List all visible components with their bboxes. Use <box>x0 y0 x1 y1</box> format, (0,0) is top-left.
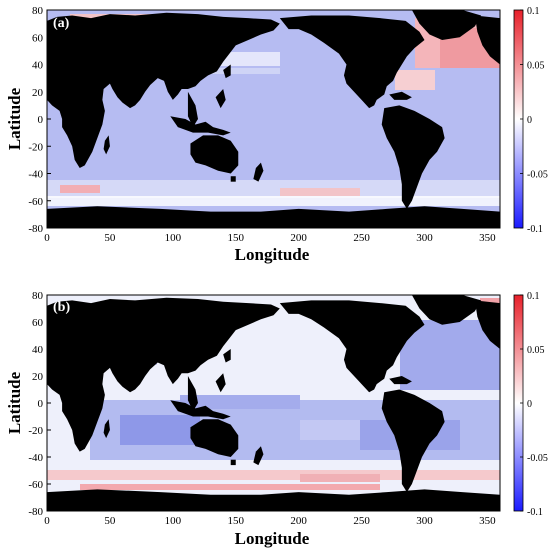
y-tick-label: -40 <box>28 169 43 181</box>
y-tick-label: 40 <box>32 60 44 72</box>
colorbar-tick-label: -0.1 <box>527 224 543 235</box>
x-tick-label: 100 <box>165 232 182 244</box>
colorbar-tick-label: -0.05 <box>527 170 548 181</box>
y-tick-label: -60 <box>28 196 43 208</box>
x-tick-label: 300 <box>416 515 433 527</box>
x-tick-label: 350 <box>479 515 496 527</box>
colorbar-tick-label: 0.1 <box>527 6 540 17</box>
y-tick-label: 0 <box>38 398 44 410</box>
x-tick-label: 200 <box>290 515 307 527</box>
y-tick-label: 60 <box>32 317 44 329</box>
y-tick-label: 80 <box>32 5 44 17</box>
colorbar-tick-label: 0.05 <box>527 61 545 72</box>
x-axis-label: Longitude <box>235 529 310 548</box>
panel-label: (a) <box>53 16 70 31</box>
colorbar-tick-label: -0.1 <box>527 507 543 518</box>
colorbar: 0.1 0.05 0 -0.05 -0.1 <box>513 6 548 235</box>
panel-b: (b) 0 50 100 150 200 250 300 350806040200-20-40… <box>5 290 548 548</box>
axes: 0 50 100 150 200 250 300 350806040200-20-40-60-… <box>28 290 496 527</box>
colorbar-tick-label: 0 <box>527 115 532 126</box>
map-area: (b) <box>46 294 501 512</box>
x-tick-label: 100 <box>165 515 182 527</box>
y-axis-label: Latitude <box>5 87 24 150</box>
x-tick-label: 350 <box>479 232 496 244</box>
x-tick-label: 150 <box>228 232 245 244</box>
x-tick-label: 50 <box>104 232 116 244</box>
x-tick-label: 50 <box>104 515 116 527</box>
colorbar-tick-label: -0.05 <box>527 453 548 464</box>
x-tick-label: 0 <box>44 515 50 527</box>
colorbar-tick-label: 0 <box>527 399 532 410</box>
y-tick-label: 80 <box>32 290 44 302</box>
y-tick-label: -40 <box>28 452 43 464</box>
y-axis-label: Latitude <box>5 371 24 434</box>
y-tick-label: -60 <box>28 479 43 491</box>
panel-label: (b) <box>53 300 70 315</box>
colorbar-tick-label: 0.1 <box>527 291 540 302</box>
x-tick-label: 300 <box>416 232 433 244</box>
colorbar-ticks: 0.1 0.05 0 -0.05 -0.1 <box>520 291 548 518</box>
colorbar: 0.1 0.05 0 -0.05 -0.1 <box>513 291 548 518</box>
x-tick-label: 250 <box>353 232 370 244</box>
y-tick-label: 20 <box>32 87 44 99</box>
panel-a: (a) 0 50 100 150 200 250 300 350806040200-20-40… <box>5 5 548 264</box>
y-tick-label: 0 <box>38 114 44 126</box>
x-tick-label: 250 <box>353 515 370 527</box>
colorbar-ticks: 0.1 0.05 0 -0.05 -0.1 <box>520 6 548 235</box>
axes: 0 50 100 150 200 250 300 350806040200-20-40-60-… <box>28 5 496 244</box>
y-tick-label: -20 <box>28 141 43 153</box>
x-tick-label: 150 <box>228 515 245 527</box>
y-tick-label: -80 <box>28 223 43 235</box>
y-tick-label: 60 <box>32 32 44 44</box>
y-tick-label: 20 <box>32 371 44 383</box>
y-tick-label: 40 <box>32 344 44 356</box>
x-tick-label: 200 <box>290 232 307 244</box>
map-area: (a) <box>46 9 501 229</box>
y-tick-label: -80 <box>28 506 43 518</box>
y-tick-label: -20 <box>28 425 43 437</box>
x-tick-label: 0 <box>44 232 50 244</box>
colorbar-tick-label: 0.05 <box>527 345 545 356</box>
x-axis-label: Longitude <box>235 245 310 264</box>
